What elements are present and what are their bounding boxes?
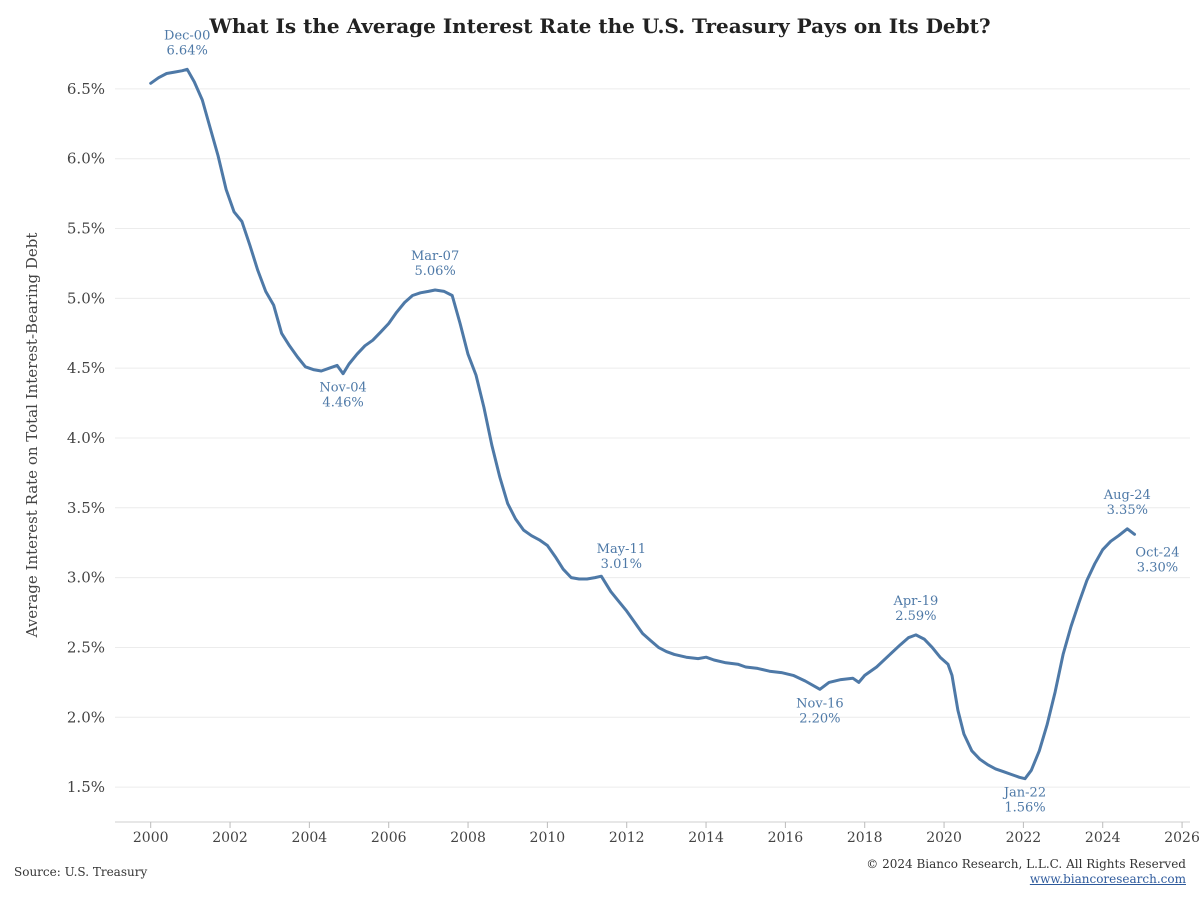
annotations: Dec-006.64%Nov-044.46%Mar-075.06%May-113… bbox=[164, 28, 1179, 815]
x-tick-label: 2012 bbox=[609, 830, 645, 846]
copyright-block: © 2024 Bianco Research, L.L.C. All Right… bbox=[866, 857, 1186, 887]
y-axis: 1.5% 2.0% 2.5% 3.0% 3.5% 4.0% 4.5% 5.0% 5.5% 6.0%… bbox=[67, 80, 105, 796]
annotation-value: 4.46% bbox=[322, 396, 363, 411]
annotation-label: Nov-16 bbox=[796, 696, 843, 711]
annotation-label: May-11 bbox=[597, 542, 646, 557]
y-tick-label: 3.5% bbox=[67, 499, 105, 517]
gridlines bbox=[115, 88, 1190, 788]
x-tick-label: 2004 bbox=[292, 830, 328, 846]
y-tick-label: 5.5% bbox=[67, 220, 105, 238]
annotation-label: Oct-24 bbox=[1135, 546, 1179, 561]
y-tick-label: 4.0% bbox=[67, 429, 105, 447]
x-tick-label: 2020 bbox=[926, 830, 962, 846]
annotation-value: 2.20% bbox=[799, 711, 840, 726]
annotation-label: Aug-24 bbox=[1103, 488, 1151, 503]
x-tick-label: 2018 bbox=[847, 830, 883, 846]
y-tick-label: 5.0% bbox=[67, 289, 105, 307]
annotation-value: 3.35% bbox=[1107, 503, 1148, 518]
annotation-value: 2.59% bbox=[895, 609, 936, 624]
x-tick-label: 2022 bbox=[1006, 830, 1042, 846]
x-tick-label: 2006 bbox=[371, 830, 407, 846]
y-tick-label: 4.5% bbox=[67, 359, 105, 377]
chart-title: What Is the Average Interest Rate the U.… bbox=[209, 14, 991, 38]
series-group bbox=[149, 67, 1136, 781]
x-axis: 2000 2002 2004 2006 2008 2010 2012 2014 2016 2018… bbox=[115, 821, 1200, 846]
annotation-value: 1.56% bbox=[1004, 801, 1045, 816]
y-tick-label: 6.0% bbox=[67, 150, 105, 168]
x-tick-label: 2024 bbox=[1085, 830, 1121, 846]
website-link[interactable]: www.biancoresearch.com bbox=[1029, 872, 1186, 886]
x-tick-label: 2002 bbox=[212, 830, 248, 846]
x-tick-label: 2014 bbox=[688, 830, 724, 846]
copyright-text: © 2024 Bianco Research, L.L.C. All Right… bbox=[866, 857, 1186, 871]
x-tick-label: 2000 bbox=[133, 830, 169, 846]
y-tick-label: 1.5% bbox=[67, 778, 105, 796]
x-tick-label: 2008 bbox=[450, 830, 486, 846]
y-tick-label: 2.0% bbox=[67, 708, 105, 726]
annotation-label: Jan-22 bbox=[1002, 786, 1046, 801]
annotation-label: Dec-00 bbox=[164, 28, 210, 43]
x-tick-label: 2026 bbox=[1164, 830, 1200, 846]
annotation-value: 6.64% bbox=[167, 43, 208, 58]
annotation-label: Mar-07 bbox=[411, 249, 459, 264]
x-tick-label: 2016 bbox=[768, 830, 804, 846]
y-tick-label: 2.5% bbox=[67, 638, 105, 656]
annotation-label: Apr-19 bbox=[892, 594, 938, 609]
y-tick-label: 6.5% bbox=[67, 80, 105, 98]
annotation-value: 3.01% bbox=[601, 557, 642, 572]
y-tick-label: 3.0% bbox=[67, 569, 105, 587]
annotation-value: 3.30% bbox=[1137, 561, 1178, 576]
source-note: Source: U.S. Treasury bbox=[14, 865, 148, 879]
x-tick-label: 2010 bbox=[530, 830, 566, 846]
annotation-value: 5.06% bbox=[414, 264, 455, 279]
series-line bbox=[149, 67, 1136, 781]
annotation-label: Nov-04 bbox=[319, 381, 366, 396]
